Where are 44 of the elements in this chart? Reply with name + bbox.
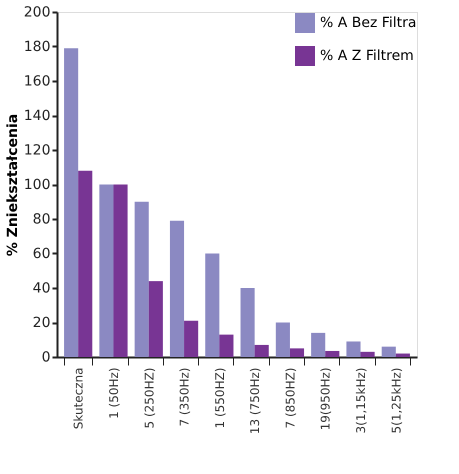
bar [325, 350, 340, 357]
y-tick-label: 160 [24, 74, 50, 90]
bar [276, 322, 290, 357]
bar [396, 354, 410, 357]
bar [134, 202, 149, 357]
bar [170, 220, 184, 357]
x-tick-label: 3(1,15kHz) [354, 368, 368, 434]
bar [99, 184, 114, 357]
bar [254, 344, 269, 357]
y-tick-label: 200 [24, 4, 50, 20]
y-tick-label: 0 [42, 350, 50, 366]
bar [184, 320, 198, 357]
x-tick-label: 5 (250HZ) [142, 368, 156, 428]
x-tick-label: 1 (550HZ) [212, 368, 227, 428]
y-tick-label: 180 [24, 39, 50, 55]
bar [64, 48, 78, 357]
legend-label: % A Z Filtrem [320, 48, 414, 64]
bar [311, 332, 326, 357]
x-tick-label: 7 (350Hz) [178, 368, 192, 427]
x-tick-label: 1 (50Hz) [106, 368, 121, 419]
bar [148, 281, 163, 357]
bar [113, 184, 128, 357]
bar [290, 348, 304, 357]
y-tick-label: 120 [24, 142, 50, 158]
bar [240, 288, 255, 357]
y-tick-label: 80 [32, 212, 50, 228]
legend-label: % A Bez Filtra [320, 15, 416, 31]
x-tick-label: 5(1,25kHz) [389, 368, 404, 434]
y-tick-label: 60 [32, 246, 50, 262]
x-tick-label: 13 (750Hz) [248, 368, 262, 434]
bar [382, 346, 396, 357]
y-tick-label: 100 [24, 177, 50, 193]
y-tick-label: 40 [32, 280, 50, 296]
bar [219, 334, 234, 357]
y-axis-title: % Zniekształcenia [4, 114, 21, 256]
bar [346, 341, 361, 357]
bar [78, 170, 92, 357]
y-tick-label: 20 [32, 315, 50, 331]
bar [360, 352, 375, 357]
y-tick-label: 140 [24, 108, 50, 124]
bar [205, 254, 220, 357]
x-tick-label: 7 (850HZ) [283, 368, 298, 428]
x-tick-label: 19(950Hz) [318, 368, 333, 430]
x-tick-label: Skuteczna [72, 368, 86, 430]
